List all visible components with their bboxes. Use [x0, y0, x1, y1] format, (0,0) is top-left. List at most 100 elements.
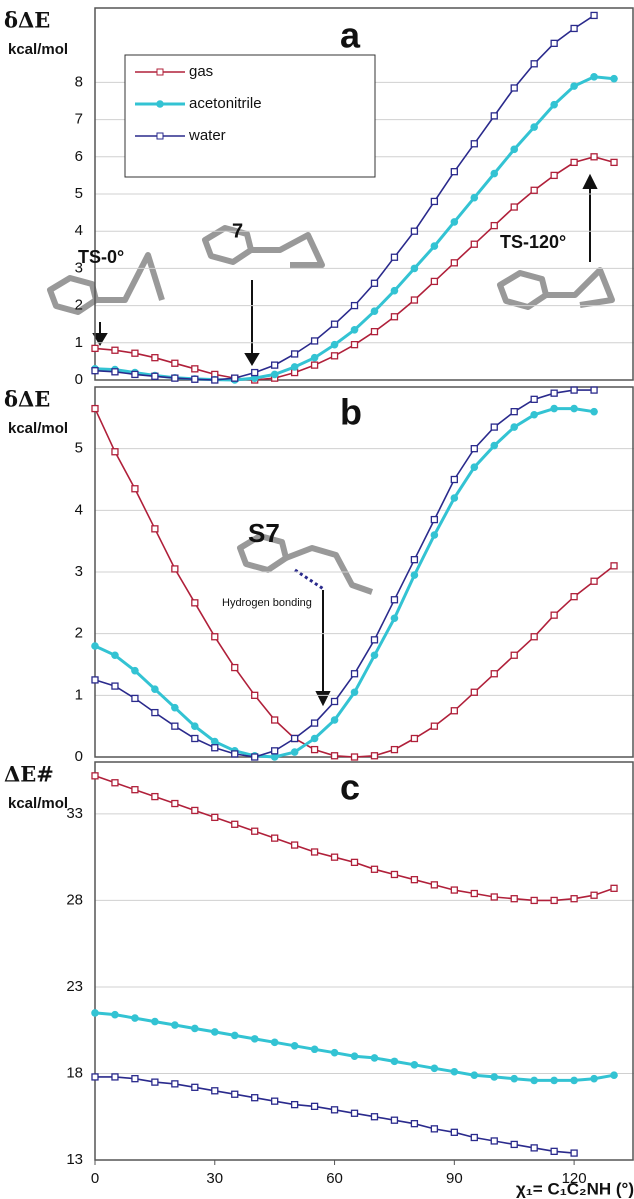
- point: [152, 526, 158, 532]
- y-tick-label: 5: [75, 440, 83, 457]
- point: [352, 1110, 358, 1116]
- point: [491, 894, 497, 900]
- point: [172, 360, 178, 366]
- point: [152, 794, 158, 800]
- point: [312, 849, 318, 855]
- point: [411, 1061, 419, 1069]
- point: [431, 1126, 437, 1132]
- y-tick-label: 0: [75, 748, 83, 765]
- panel-label: b: [340, 392, 362, 433]
- y-tick-label: 0: [75, 371, 83, 388]
- point: [451, 494, 459, 502]
- point: [212, 377, 218, 383]
- y-tick-label: 1: [75, 686, 83, 703]
- point: [191, 722, 199, 730]
- point: [291, 1042, 299, 1050]
- point: [91, 1009, 99, 1017]
- point: [571, 1150, 577, 1156]
- y-tick-label: 6: [75, 148, 83, 165]
- point: [411, 1121, 417, 1127]
- y-axis-unit: kcal/mol: [8, 795, 68, 812]
- point: [411, 736, 417, 742]
- y-tick-label: 23: [66, 978, 83, 995]
- y-tick-label: 33: [66, 805, 83, 822]
- point: [152, 373, 158, 379]
- y-tick-label: 13: [66, 1151, 83, 1168]
- point: [111, 651, 119, 659]
- point: [591, 387, 597, 393]
- point: [312, 338, 318, 344]
- point: [332, 854, 338, 860]
- point: [332, 353, 338, 359]
- point: [471, 891, 477, 897]
- legend-marker: [157, 133, 163, 139]
- series-line: [95, 409, 594, 757]
- point: [252, 1095, 258, 1101]
- annotation: TS-0°: [78, 247, 124, 267]
- point: [92, 677, 98, 683]
- point: [132, 787, 138, 793]
- molecule: [251, 235, 322, 265]
- y-tick-label: 4: [75, 222, 83, 239]
- point: [431, 278, 437, 284]
- point: [451, 477, 457, 483]
- point: [550, 1077, 558, 1085]
- point: [431, 723, 437, 729]
- legend-marker: [157, 69, 163, 75]
- point: [551, 897, 557, 903]
- point: [191, 1025, 199, 1033]
- point: [371, 866, 377, 872]
- y-axis-label: ΔE#: [4, 762, 54, 787]
- point: [172, 566, 178, 572]
- point: [92, 406, 98, 412]
- point: [311, 354, 319, 362]
- point: [610, 1071, 618, 1079]
- point: [112, 449, 118, 455]
- point: [411, 571, 419, 579]
- point: [332, 699, 338, 705]
- point: [352, 342, 358, 348]
- point: [591, 154, 597, 160]
- molecule: [500, 273, 546, 307]
- y-tick-label: 4: [75, 501, 83, 518]
- point: [470, 194, 478, 202]
- point: [611, 885, 617, 891]
- point: [132, 350, 138, 356]
- point: [571, 896, 577, 902]
- point: [272, 717, 278, 723]
- point: [152, 710, 158, 716]
- point: [232, 665, 238, 671]
- panel-label: a: [340, 15, 361, 56]
- point: [352, 859, 358, 865]
- point: [511, 409, 517, 415]
- point: [211, 1028, 219, 1036]
- point: [391, 1117, 397, 1123]
- legend-label: acetonitrile: [189, 95, 262, 112]
- point: [212, 634, 218, 640]
- point: [451, 708, 457, 714]
- point: [92, 773, 98, 779]
- point: [491, 113, 497, 119]
- y-tick-label: 5: [75, 185, 83, 202]
- legend-label: water: [188, 127, 226, 144]
- point: [371, 637, 377, 643]
- arrow-head: [317, 692, 329, 704]
- point: [490, 170, 498, 178]
- point: [171, 1021, 179, 1029]
- point: [311, 735, 319, 743]
- point: [172, 801, 178, 807]
- point: [471, 241, 477, 247]
- point: [470, 1071, 478, 1079]
- point: [531, 187, 537, 193]
- point: [272, 362, 278, 368]
- point: [570, 82, 578, 90]
- point: [571, 594, 577, 600]
- point: [371, 1114, 377, 1120]
- point: [431, 198, 437, 204]
- point: [252, 370, 258, 376]
- point: [351, 688, 359, 696]
- point: [551, 172, 557, 178]
- annotation: Hydrogen bonding: [222, 597, 312, 609]
- y-tick-label: 3: [75, 563, 83, 580]
- point: [451, 260, 457, 266]
